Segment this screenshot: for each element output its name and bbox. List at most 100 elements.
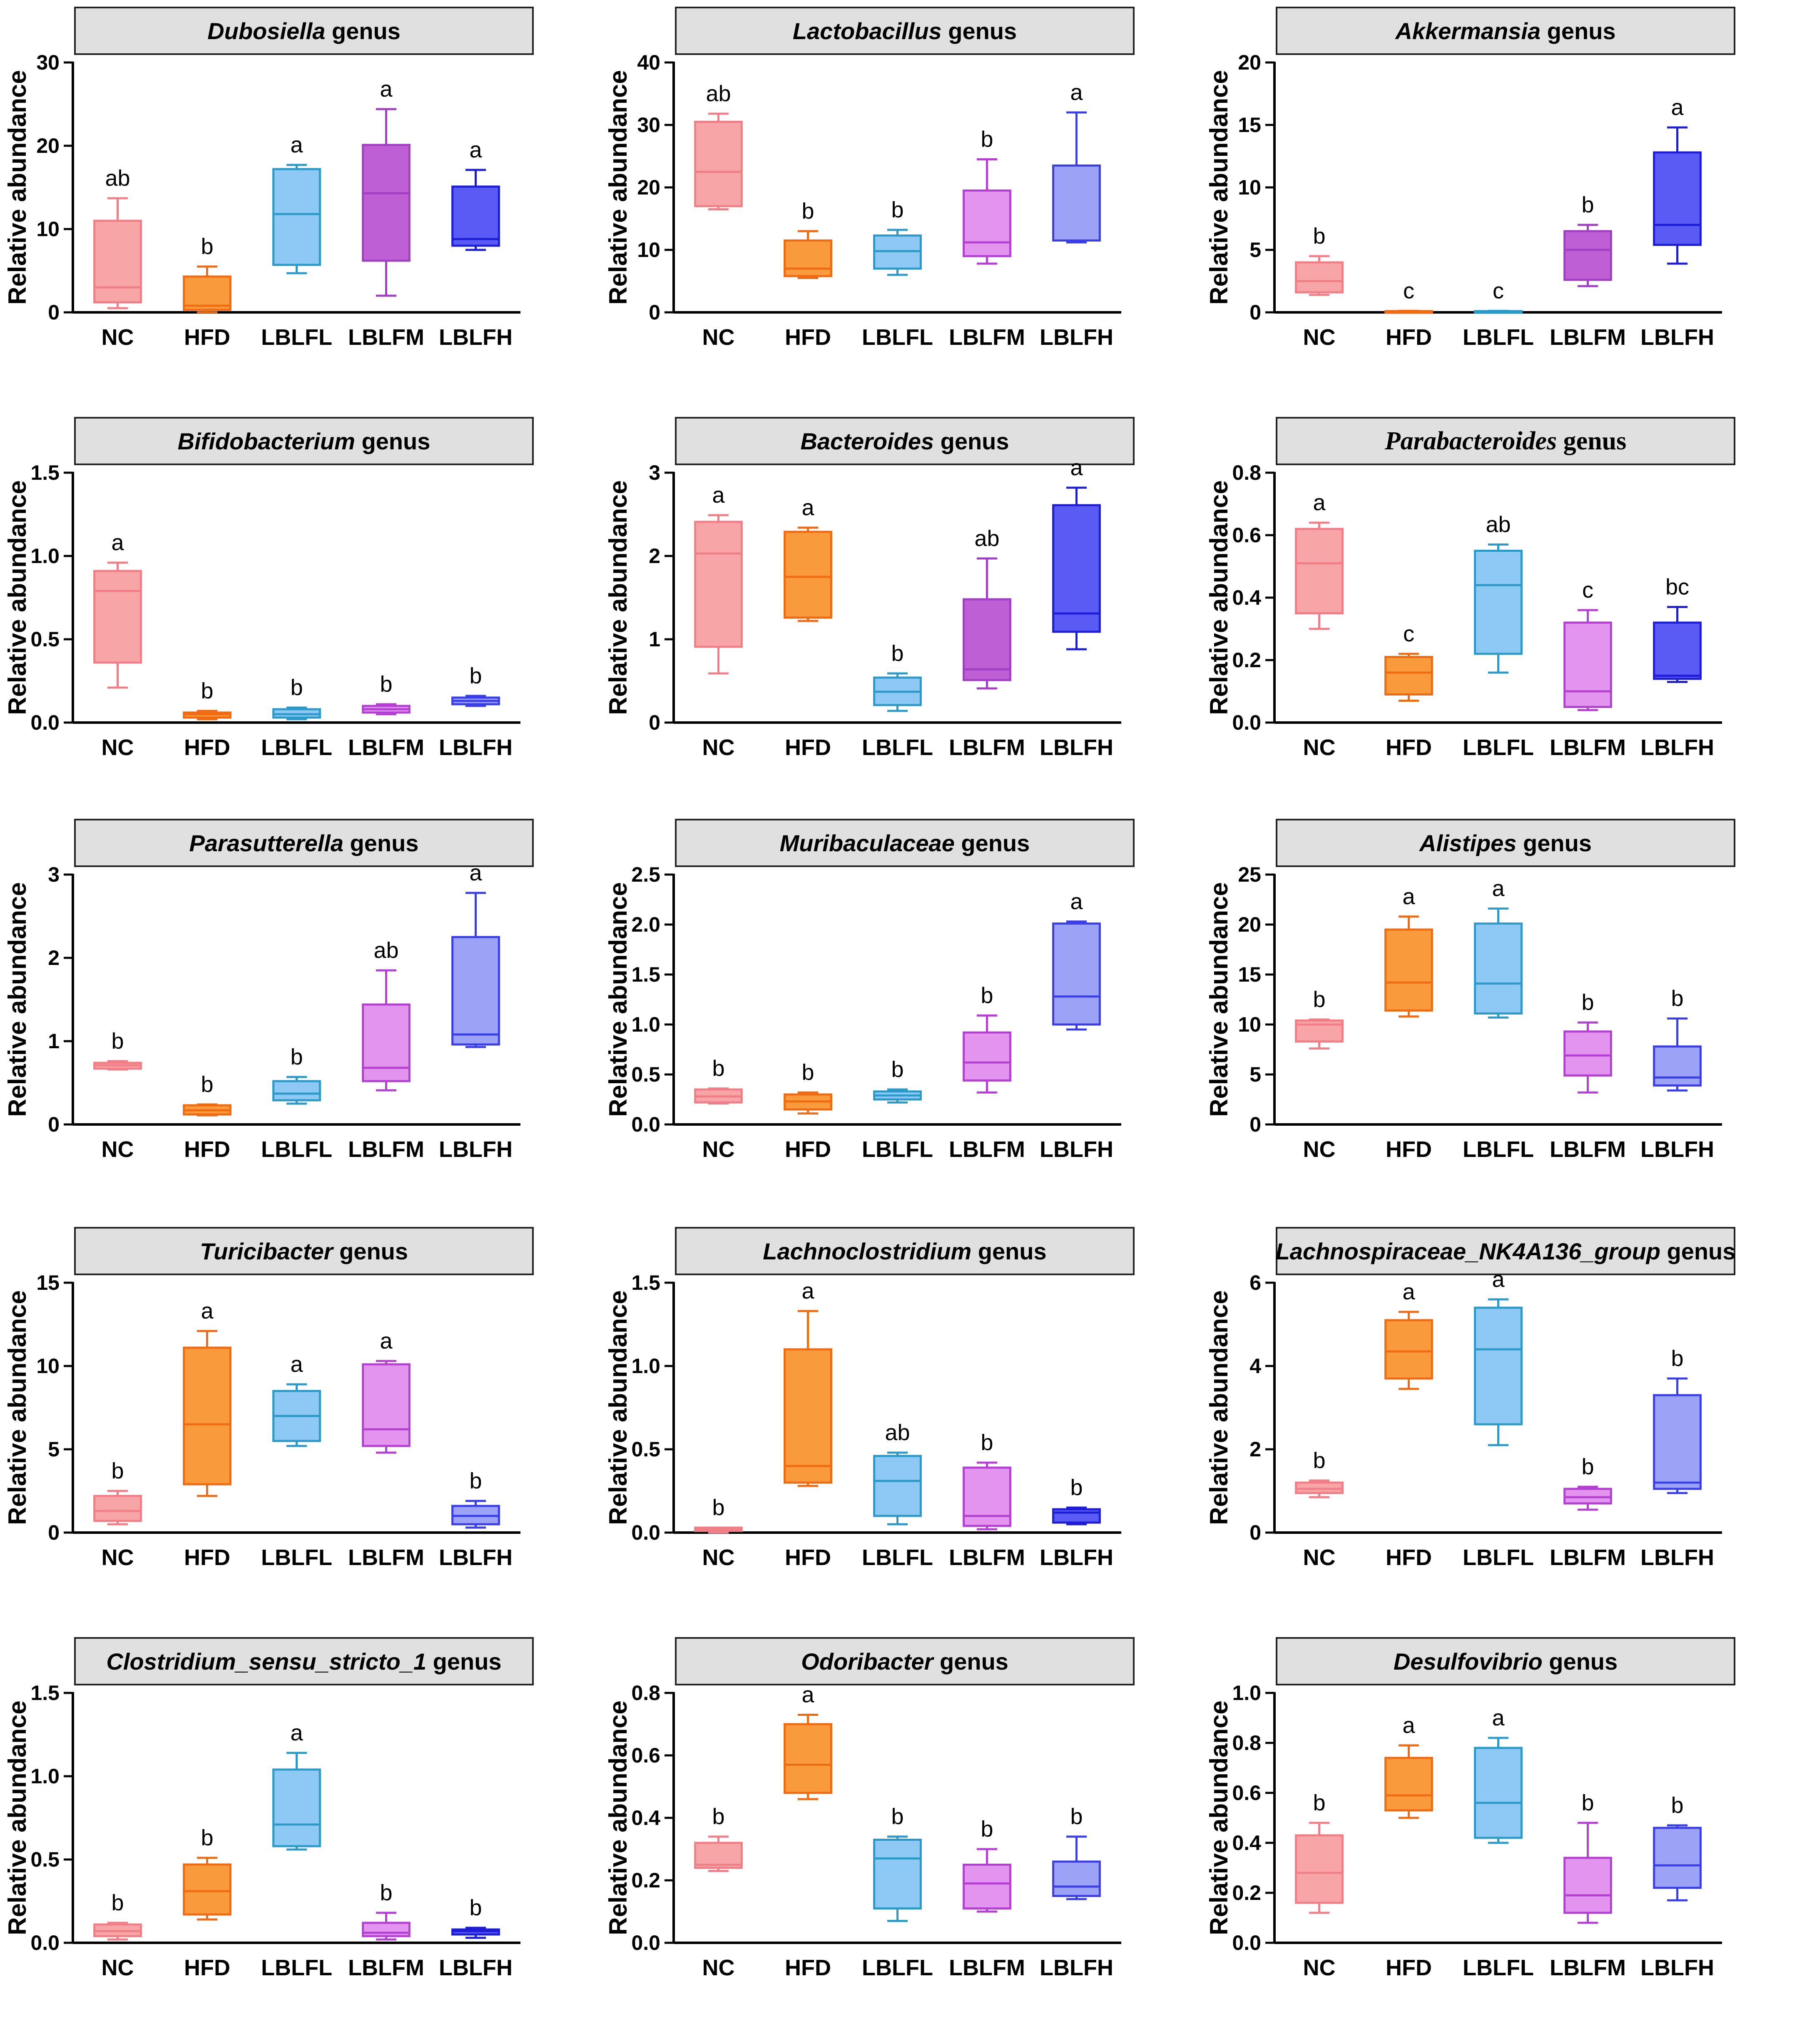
x-category-label: NC (102, 735, 134, 760)
box-lblfh: b (1052, 1475, 1101, 1526)
x-category-label: LBLFM (949, 325, 1025, 350)
x-category-label: NC (1303, 1545, 1336, 1570)
y-tick-label: 0 (1249, 301, 1261, 324)
box-iqr (93, 1495, 142, 1522)
significance-label: b (981, 1817, 993, 1842)
y-tick-label: 0.0 (631, 1113, 660, 1136)
y-tick-label: 1.0 (631, 1354, 660, 1378)
x-category-label: LBLFL (261, 1137, 332, 1162)
box-iqr (1563, 621, 1612, 708)
x-category-label: NC (102, 325, 134, 350)
significance-label: bc (1665, 575, 1689, 600)
x-category-label: HFD (1386, 735, 1432, 760)
box-lblfh: b (451, 1468, 500, 1529)
significance-label: b (981, 127, 993, 152)
box-iqr (694, 521, 743, 648)
x-category-label: HFD (184, 1955, 230, 1980)
box-lblfl: b (873, 1804, 922, 1922)
box-lblfh: a (451, 860, 500, 1048)
x-category-label: LBLFL (1463, 1955, 1534, 1980)
y-axis-label: Relative abundance (1205, 882, 1233, 1117)
x-category-label: NC (702, 1137, 735, 1162)
box-iqr (784, 1723, 832, 1794)
chart-svg: Lactobacillus genus Relative abundance 0 10… (604, 7, 1135, 350)
y-tick-label: 1.0 (30, 1765, 60, 1788)
box-hfd: a (1384, 884, 1433, 1018)
chart-title: Turicibacter genus (200, 1238, 408, 1264)
x-category-label: LBLFL (261, 325, 332, 350)
significance-label: a (111, 530, 124, 555)
y-tick-label: 30 (637, 113, 660, 137)
box-iqr (1653, 1394, 1702, 1490)
box-iqr (451, 185, 500, 247)
chart-svg: Muribaculaceae genus Relative abundance0.… (604, 819, 1135, 1162)
box-nc: ab (694, 81, 743, 210)
x-category-label: NC (702, 735, 735, 760)
y-tick-label: 5 (48, 1438, 60, 1461)
y-tick-label: 2.5 (631, 863, 660, 886)
y-tick-label: 4 (1249, 1354, 1261, 1378)
chart-title: Lactobacillus genus (793, 18, 1017, 44)
box-hfd: a (1384, 1713, 1433, 1819)
box-lblfl: b (272, 675, 321, 720)
chart-title-box (74, 819, 534, 867)
significance-label: b (469, 663, 482, 688)
box-lblfl: a (272, 1720, 321, 1851)
box-hfd: b (784, 1060, 832, 1115)
box-hfd: a (183, 1299, 231, 1497)
box-iqr (873, 1455, 922, 1517)
box-iqr (963, 1864, 1011, 1909)
significance-label: b (891, 641, 903, 666)
y-tick-label: 20 (36, 134, 60, 157)
chart-title-rest: genus (343, 830, 418, 856)
box-lblfh: b (451, 663, 500, 707)
x-category-label: LBLFM (348, 735, 424, 760)
x-category-label: LBLFH (1640, 735, 1714, 760)
box-iqr (784, 239, 832, 277)
significance-label: a (1492, 1705, 1505, 1730)
significance-label: b (380, 1880, 392, 1905)
y-tick-label: 3 (649, 461, 660, 484)
chart-title-italic: Lachnospiraceae_NK4A136_group (1276, 1238, 1660, 1264)
box-iqr (694, 121, 743, 207)
chart-title: Desulfovibrio genus (1394, 1648, 1618, 1675)
chart-title-box (1276, 7, 1735, 55)
box-nc: a (93, 530, 142, 689)
x-category-label: HFD (1386, 1545, 1432, 1570)
chart-title-italic: Clostridium_sensu_stricto_1 (106, 1648, 426, 1675)
significance-label: a (290, 1352, 303, 1377)
y-tick-label: 0 (48, 301, 60, 324)
y-tick-label: 0.4 (1232, 586, 1261, 609)
chart-title-box (675, 7, 1135, 55)
chart-panel: Clostridium_sensu_stricto_1 genus Relativ… (0, 1630, 600, 2039)
significance-label: b (1581, 192, 1594, 217)
box-iqr (1474, 1306, 1523, 1426)
y-tick-label: 0.4 (631, 1806, 660, 1830)
box-iqr (1653, 1827, 1702, 1889)
y-tick-label: 3 (48, 863, 60, 886)
chart-svg: Alistipes genus Relative abundance 0 5 10 15 2… (1205, 819, 1735, 1162)
y-tick-label: 25 (1238, 863, 1261, 886)
x-category-label: LBLFL (261, 1955, 332, 1980)
chart-panel: Alistipes genus Relative abundance 0 5 10 15 2… (1202, 812, 1802, 1221)
y-tick-label: 2 (48, 946, 60, 970)
box-lblfm: b (963, 1430, 1011, 1531)
box-iqr (1653, 1045, 1702, 1087)
chart-panel: Lachnospiraceae_NK4A136_group genus Relat… (1202, 1220, 1802, 1629)
y-tick-label: 0.2 (1232, 1881, 1261, 1904)
box-lblfm: b (963, 127, 1011, 265)
significance-label: c (1582, 578, 1593, 603)
chart-title-italic: Parabacteroides (1384, 427, 1557, 455)
chart-title-italic: Akkermansia (1394, 18, 1541, 44)
y-tick-label: 1 (649, 628, 660, 651)
y-tick-label: 0.2 (631, 1869, 660, 1892)
box-iqr (1384, 928, 1433, 1012)
x-category-label: LBLFL (862, 1545, 933, 1570)
x-category-label: HFD (184, 1545, 230, 1570)
x-category-label: LBLFL (862, 325, 933, 350)
x-category-label: LBLFL (862, 1137, 933, 1162)
x-category-label: HFD (184, 1137, 230, 1162)
chart-title-rest: genus (934, 428, 1009, 454)
significance-label: b (1070, 1804, 1083, 1829)
